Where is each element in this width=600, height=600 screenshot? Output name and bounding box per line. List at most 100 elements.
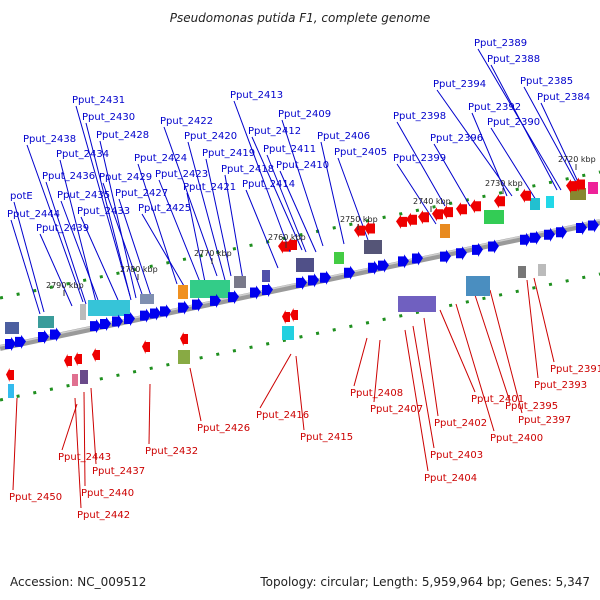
gene-label-pput-2431: Pput_2431 — [72, 95, 125, 106]
reverse-gene-arrow — [418, 210, 429, 225]
genome-summary: Topology: circular; Length: 5,959,964 bp… — [259, 575, 590, 589]
gene-label-pput-2434: Pput_2434 — [56, 149, 109, 160]
tick-label: 2790 kbp — [46, 281, 84, 290]
forward-gene-arrow — [344, 265, 355, 280]
gene-label-pput-2421: Pput_2421 — [183, 182, 236, 193]
gene-label-pput-2396: Pput_2396 — [430, 133, 483, 144]
gene-label-pput-2414: Pput_2414 — [242, 179, 295, 190]
forward-gene-arrow — [262, 282, 273, 297]
gene-label-pput-2439: Pput_2439 — [36, 223, 89, 234]
gene-label-pput-2425: Pput_2425 — [138, 203, 191, 214]
reverse-gene-arrow — [406, 212, 417, 227]
reverse-gene-arrow — [456, 202, 467, 217]
forward-gene-arrow — [440, 249, 451, 264]
leader-line-pput-2420 — [187, 141, 226, 281]
leader-line-pput-2443 — [61, 403, 78, 451]
leader-line-pput-2432 — [148, 383, 151, 445]
map-title: Pseudomonas putida F1, complete genome — [170, 11, 431, 25]
tick-label: 2770 kbp — [194, 249, 232, 258]
leader-line-pput-2408 — [353, 337, 368, 387]
reverse-gene-arrow — [470, 199, 481, 214]
gene-label-pput-2419: Pput_2419 — [202, 148, 255, 159]
gene-label-pput-2428: Pput_2428 — [96, 130, 149, 141]
leader-line-pput-2415 — [295, 355, 305, 431]
reverse-gene-arrow — [282, 310, 290, 324]
gene-label-pput-2423: Pput_2423 — [155, 169, 208, 180]
tick-label: 2720 kbp — [558, 155, 596, 164]
leader-line-pput-2400 — [455, 303, 495, 432]
gene-label-pput-2393: Pput_2393 — [534, 380, 587, 391]
gene-label-pput-2415: Pput_2415 — [300, 432, 353, 443]
gene-label-pput-2427: Pput_2427 — [115, 188, 168, 199]
gene-label-pput-2410: Pput_2410 — [276, 160, 329, 171]
gene-label-pput-2392: Pput_2392 — [468, 102, 521, 113]
tick-label: 2730 kbp — [485, 179, 523, 188]
forward-gene-arrow — [544, 227, 555, 242]
gene-label-pput-2424: Pput_2424 — [134, 153, 187, 164]
gene-label-pput-2444: Pput_2444 — [7, 209, 60, 220]
forward-gene-arrow — [520, 232, 531, 247]
leader-line-pput-2423 — [158, 179, 201, 283]
tick-label: 2760 kbp — [268, 233, 306, 242]
leader-line-pput-2398 — [396, 121, 446, 207]
forward-gene-arrow — [250, 285, 261, 300]
leader-line-pput-2399 — [396, 163, 437, 225]
forward-gene-arrow — [38, 330, 49, 345]
reverse-gene-arrow — [574, 177, 585, 192]
leader-line-pput-2424 — [137, 163, 178, 285]
reverse-gene-arrow — [364, 221, 375, 236]
leader-line-pput-2436 — [45, 181, 87, 305]
leader-line-pput-2418 — [224, 174, 244, 281]
gene-labels: Pput_2389 Pput_2388 Pput_2385 Pput_2384 Pput… — [7, 38, 600, 521]
leader-line-pput-2429 — [102, 182, 143, 295]
forward-gene-arrow — [50, 327, 61, 342]
forward-gene-arrow — [588, 218, 599, 233]
leader-line-pput-2407 — [373, 339, 381, 403]
gene-label-pput-2412: Pput_2412 — [248, 126, 301, 137]
leader-line-pput-2414 — [245, 189, 279, 269]
forward-gene-arrow — [530, 230, 541, 245]
gene-label-pput-2385: Pput_2385 — [520, 76, 573, 87]
gene-label-pput-2422: Pput_2422 — [160, 116, 213, 127]
gene-label-pote: potE — [10, 191, 33, 202]
reverse-gene-arrow — [290, 308, 298, 322]
leader-line-pput-2421 — [186, 192, 206, 283]
gene-label-pput-2435: Pput_2435 — [57, 190, 110, 201]
leader-line-pput-2404 — [404, 329, 429, 472]
leader-line-pput-2416 — [259, 353, 292, 409]
gene-label-pput-2406: Pput_2406 — [317, 131, 370, 142]
gene-label-pput-2442: Pput_2442 — [77, 510, 130, 521]
forward-gene-arrow — [378, 258, 389, 273]
leader-line-pput-2406 — [320, 141, 345, 245]
forward-gene-arrow — [296, 275, 307, 290]
gene-label-pput-2429: Pput_2429 — [99, 172, 152, 183]
leader-line-pput-2411 — [266, 154, 307, 253]
leader-line-pput-2388 — [490, 64, 558, 191]
gene-label-pput-2418: Pput_2418 — [221, 164, 274, 175]
leader-line-pput-2403 — [412, 325, 435, 449]
forward-gene-arrow — [112, 314, 123, 329]
gene-label-pput-2408: Pput_2408 — [350, 388, 403, 399]
leader-line-pput-2412 — [251, 136, 303, 251]
gene-label-pput-2413: Pput_2413 — [230, 90, 283, 101]
reverse-gene-arrow — [396, 214, 407, 229]
gene-label-pput-2403: Pput_2403 — [430, 450, 483, 461]
reverse-gene-arrow — [494, 194, 505, 209]
label-leader-lines — [10, 48, 580, 509]
forward-gene-arrow — [210, 293, 221, 308]
leader-line-pote — [13, 201, 45, 313]
leader-line-pput-2410 — [279, 170, 317, 253]
reverse-gene-arrow — [6, 368, 14, 382]
reverse-gene-arrow — [142, 340, 150, 354]
leader-line-pput-2413 — [233, 100, 291, 253]
leader-line-pput-2439 — [39, 233, 73, 307]
forward-gene-arrow — [320, 270, 331, 285]
leader-line-pput-2444 — [10, 219, 41, 315]
forward-gene-arrow — [5, 336, 16, 351]
gene-label-pput-2430: Pput_2430 — [82, 112, 135, 123]
reverse-gene-arrow — [520, 188, 531, 203]
gene-label-pput-2384: Pput_2384 — [537, 92, 590, 103]
reverse-gene-arrow — [64, 354, 72, 368]
forward-gene-arrow — [456, 246, 467, 261]
